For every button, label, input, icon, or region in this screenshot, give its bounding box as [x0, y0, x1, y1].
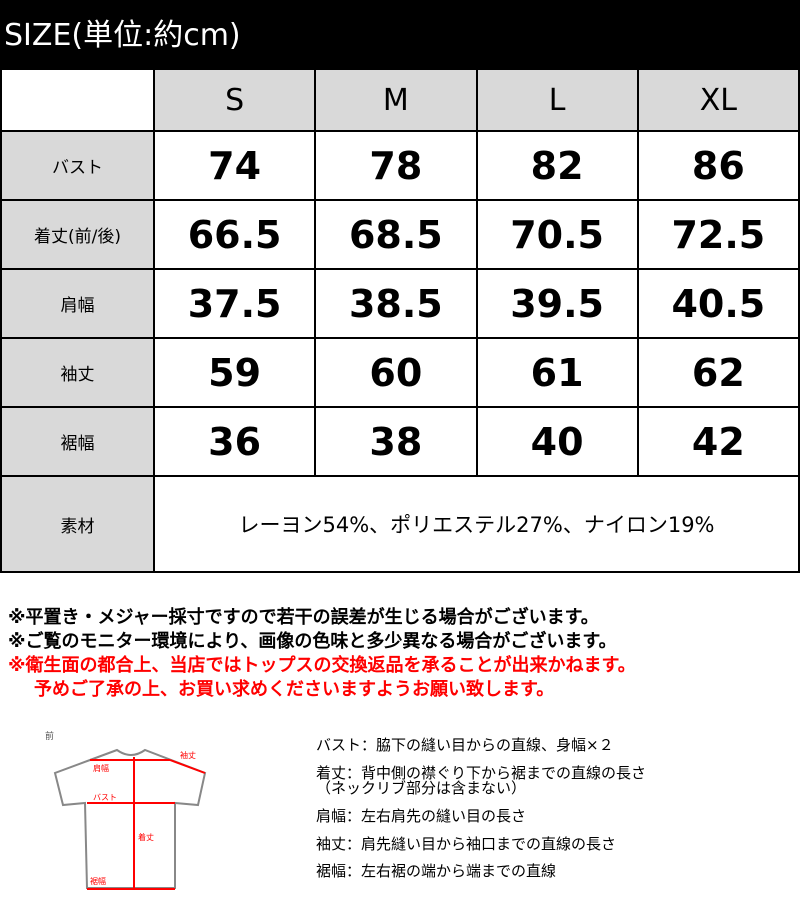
size-header: XL [636, 68, 800, 132]
note: ※平置き・メジャー採寸ですので若干の誤差が生じる場合がございます。 [8, 607, 599, 628]
size-header: S [152, 68, 317, 132]
table-row: 肩幅 37.5 38.5 39.5 40.5 [0, 268, 800, 339]
value-cell: 82 [475, 130, 639, 201]
value-cell: 42 [636, 406, 800, 477]
value-cell: 39.5 [475, 268, 639, 339]
tshirt-measurement-diagram: 前 袖丈 肩幅 バスト 着丈 裾幅 [45, 730, 207, 890]
description-note: （ネックリブ部分は含まない） [316, 779, 527, 797]
material-label: 素材 [0, 475, 155, 573]
value-cell: 61 [475, 337, 639, 408]
description: 着丈：背中側の襟ぐり下から裾までの直線の長さ [316, 763, 647, 782]
value-cell: 78 [314, 130, 478, 201]
value-cell: 66.5 [152, 199, 317, 270]
empty-corner-cell [0, 68, 155, 132]
description: 袖丈：肩先縫い目から袖口までの直線の長さ [316, 834, 617, 853]
material-value: レーヨン54%、ポリエステル27%、ナイロン19% [153, 475, 800, 573]
diagram-label-bust: バスト [93, 793, 117, 802]
value-cell: 38 [314, 406, 478, 477]
diagram-label-shoulder: 肩幅 [93, 763, 109, 773]
table-row: 着丈(前/後) 66.5 68.5 70.5 72.5 [0, 199, 800, 270]
row-label: 着丈(前/後) [0, 199, 155, 270]
row-label: 裾幅 [0, 406, 155, 477]
diagram-label-sleeve: 袖丈 [180, 750, 196, 760]
value-cell: 74 [152, 130, 317, 201]
warning-note: 予めご了承の上、お買い求めくださいますようお願い致します。 [34, 679, 555, 700]
sleeve-line [169, 759, 206, 774]
value-cell: 40 [475, 406, 639, 477]
material-row: 素材 レーヨン54%、ポリエステル27%、ナイロン19% [0, 475, 800, 573]
size-header-row: S M L XL [0, 68, 800, 132]
description: 肩幅：左右肩先の縫い目の長さ [316, 807, 527, 825]
size-header: L [475, 68, 639, 132]
row-label: 肩幅 [0, 268, 155, 339]
warning-note: ※衛生面の都合上、当店ではトップスの交換返品を承ることが出来かねます。 [8, 655, 636, 676]
tshirt-outline [53, 748, 207, 889]
table-row: バスト 74 78 82 86 [0, 130, 800, 201]
value-cell: 36 [152, 406, 317, 477]
diagram-label-length: 着丈 [138, 832, 154, 842]
value-cell: 86 [636, 130, 800, 201]
notes: ※平置き・メジャー採寸ですので若干の誤差が生じる場合がございます。 ※ご覧のモニ… [8, 606, 636, 702]
value-cell: 70.5 [475, 199, 639, 270]
row-label: バスト [0, 130, 155, 201]
value-cell: 62 [636, 337, 800, 408]
value-cell: 60 [314, 337, 478, 408]
diagram-view-label: 前 [45, 730, 54, 742]
value-cell: 68.5 [314, 199, 478, 270]
table-row: 袖丈 59 60 61 62 [0, 337, 800, 408]
row-label: 袖丈 [0, 337, 155, 408]
diagram-label-hem: 裾幅 [90, 876, 106, 886]
value-cell: 38.5 [314, 268, 478, 339]
value-cell: 37.5 [152, 268, 317, 339]
size-chart-title: SIZE(単位:約cm) [0, 0, 800, 68]
description: バスト：脇下の縫い目からの直線、身幅×２ [316, 736, 614, 754]
value-cell: 59 [152, 337, 317, 408]
description: 裾幅：左右裾の端から端までの直線 [316, 862, 557, 880]
table-row: 裾幅 36 38 40 42 [0, 406, 800, 477]
size-header: M [314, 68, 478, 132]
size-table: S M L XL バスト 74 78 82 86 着丈(前/後) 66.5 68.5 70.5… [0, 68, 800, 573]
note: ※ご覧のモニター環境により、画像の色味と多少異なる場合がございます。 [8, 631, 617, 652]
value-cell: 40.5 [636, 268, 800, 339]
measurement-descriptions: バスト：脇下の縫い目からの直線、身幅×２ 着丈：背中側の襟ぐり下から裾までの直線… [316, 732, 646, 886]
value-cell: 72.5 [636, 199, 800, 270]
